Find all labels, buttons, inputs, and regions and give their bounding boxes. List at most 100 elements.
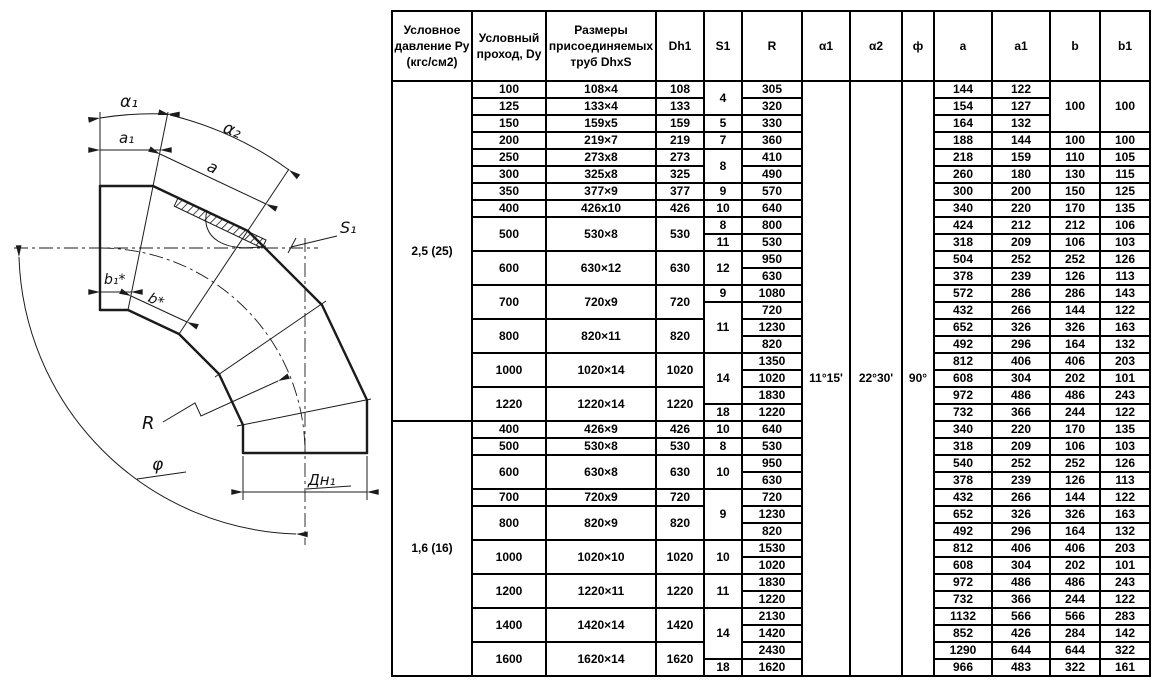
table-cell: 530 xyxy=(655,437,705,456)
table-cell: 304 xyxy=(991,369,1051,388)
table-cell: 330 xyxy=(741,114,803,133)
table-cell: 22°30' xyxy=(849,80,903,677)
table-cell: 144 xyxy=(1049,488,1101,507)
table-cell: 133 xyxy=(655,97,705,116)
table-row: 630 378 239 126 113 xyxy=(392,267,1151,286)
table-cell: 284 xyxy=(1049,624,1101,643)
column-header-6: α1 xyxy=(801,10,851,82)
table-cell: 540 xyxy=(933,454,993,473)
table-cell: 144 xyxy=(933,80,993,99)
table-cell: 133×4 xyxy=(545,97,657,116)
table-cell: 530 xyxy=(741,233,803,252)
table-cell: 2430 xyxy=(741,641,803,660)
phi-label: φ xyxy=(152,455,164,475)
table-cell: 378 xyxy=(933,267,993,286)
column-header-7: α2 xyxy=(849,10,903,82)
table-cell: 812 xyxy=(933,539,993,558)
table-cell: 630 xyxy=(741,471,803,490)
header-row: Условное давление Ру (кгс/см2) Условный п… xyxy=(391,10,1151,82)
table-cell: 113 xyxy=(1099,471,1151,490)
table-cell: 720 xyxy=(655,284,705,320)
table-cell: 1420 xyxy=(741,624,803,643)
table-cell: 426 xyxy=(655,420,705,439)
table-cell: 220 xyxy=(991,199,1051,218)
table-cell: 1420×14 xyxy=(545,607,657,643)
alpha1-label: α₁ xyxy=(120,92,138,112)
table-cell: 732 xyxy=(933,590,993,609)
table-cell: 243 xyxy=(1099,386,1151,405)
table-cell: 273 xyxy=(655,148,705,167)
table-cell: 972 xyxy=(933,573,993,592)
table-cell: 135 xyxy=(1099,199,1151,218)
table-row: 1,6 (16) 400 426×9 426 10 640 340 220 170 135 xyxy=(391,420,1151,677)
table-cell: 630×8 xyxy=(545,454,657,490)
table-cell: 325x8 xyxy=(545,165,657,184)
table-cell: 212 xyxy=(991,216,1051,235)
table-row: 150 159x5 159 5 330 164 132 xyxy=(392,114,1150,133)
table-cell: 720 xyxy=(741,301,803,320)
table-cell: 1220 xyxy=(655,573,705,609)
table-cell: 1020 xyxy=(655,539,705,575)
table-cell: 800 xyxy=(471,505,547,541)
table-cell: 122 xyxy=(1099,590,1151,609)
table-cell: 122 xyxy=(1099,488,1151,507)
table-cell: 820 xyxy=(741,522,803,541)
a-label: a xyxy=(204,156,221,177)
column-header-10: a1 xyxy=(991,10,1051,82)
table-cell: 1020 xyxy=(741,556,803,575)
centerline-arc xyxy=(99,247,306,454)
s1-label: S₁ xyxy=(340,218,357,237)
table-cell: 630 xyxy=(655,250,705,286)
table-cell: 142 xyxy=(1099,624,1151,643)
table-cell: 203 xyxy=(1099,352,1151,371)
table-cell: 1020×14 xyxy=(545,352,657,388)
joint-line-4 xyxy=(236,398,372,427)
table-cell: 972 xyxy=(933,386,993,405)
table-cell: 406 xyxy=(991,539,1051,558)
table-cell: 4 xyxy=(703,80,743,116)
table-cell: 122 xyxy=(1099,403,1151,422)
table-cell: 170 xyxy=(1049,199,1101,218)
table-cell: 266 xyxy=(991,488,1051,507)
column-header-0: Условное давление Ру (кгс/см2) xyxy=(391,10,473,82)
b-label: b* xyxy=(145,290,166,311)
column-header-3: Dh1 xyxy=(655,10,705,82)
table-cell: 9 xyxy=(703,488,743,541)
pipe-inner-wall xyxy=(98,308,245,455)
table-cell: 630 xyxy=(655,454,705,490)
table-cell: 600 xyxy=(471,454,547,490)
table-row: 1220 1220×14 1220 1830 972 486 486 243 xyxy=(392,386,1151,422)
table-cell: 103 xyxy=(1099,437,1151,456)
table-cell: 500 xyxy=(471,437,547,456)
column-header-4: S1 xyxy=(703,10,743,82)
pipe-bend-spec-table: Условное давление Ру (кгс/см2) Условный п… xyxy=(391,10,1151,677)
table-cell: 566 xyxy=(991,607,1051,626)
table-cell: 296 xyxy=(991,522,1051,541)
elbow-drawing: α₁ α₂ a₁ a S₁ b₁* b* R φ Дн₁ xyxy=(14,92,379,545)
table-cell: 150 xyxy=(471,114,547,133)
table-cell: 652 xyxy=(933,318,993,337)
table-cell: 161 xyxy=(1099,658,1151,677)
table-cell: 410 xyxy=(741,148,803,167)
table-cell: 212 xyxy=(1049,216,1101,235)
table-cell: 163 xyxy=(1099,505,1151,524)
table-cell: 11°15' xyxy=(801,80,851,677)
s1-tick xyxy=(287,237,297,254)
table-cell: 1080 xyxy=(741,284,803,303)
table-cell: 426 xyxy=(655,199,705,218)
a1-label: a₁ xyxy=(119,129,134,147)
table-cell: 286 xyxy=(1049,284,1101,303)
table-cell: 492 xyxy=(933,522,993,541)
table-cell: 122 xyxy=(991,80,1051,99)
table-cell: 400 xyxy=(471,199,547,218)
table-cell: 14 xyxy=(703,607,743,660)
table-cell: 820 xyxy=(655,318,705,354)
table-cell: 325 xyxy=(655,165,705,184)
table-cell: 1220×11 xyxy=(545,573,657,609)
table-cell: 260 xyxy=(933,165,993,184)
table-cell: 164 xyxy=(933,114,993,133)
column-header-2: Размеры присоединяемых труб DhxS xyxy=(545,10,657,82)
table-cell: 202 xyxy=(1049,556,1101,575)
table-cell: 720x9 xyxy=(545,284,657,320)
table-cell: 652 xyxy=(933,505,993,524)
